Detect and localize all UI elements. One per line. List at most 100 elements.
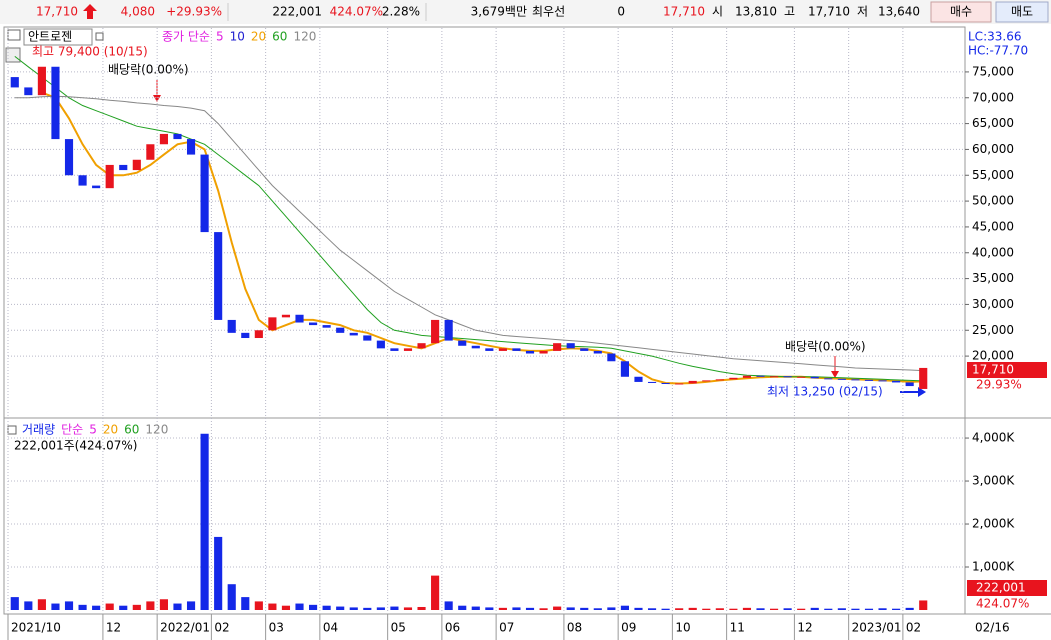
- volume-bar: [132, 604, 141, 610]
- candle: [105, 164, 114, 189]
- volume-bar: [742, 607, 752, 610]
- volume-bar: [309, 604, 318, 610]
- legend-item: 20: [103, 423, 118, 437]
- volume-bar: [227, 584, 236, 610]
- candle: [444, 319, 453, 341]
- candle: [824, 378, 833, 380]
- sell-label[interactable]: 매도: [1011, 5, 1033, 19]
- volume-bar: [173, 603, 182, 610]
- legend-icon: [95, 32, 104, 41]
- x-tick-label: 02: [906, 621, 921, 635]
- legend-item: 20: [251, 30, 266, 44]
- open: 13,810: [735, 5, 777, 19]
- hc-label: HC:-77.70: [968, 44, 1028, 58]
- candle: [214, 232, 223, 320]
- candle: [675, 383, 684, 385]
- volume-ratio-label: 424.07%: [976, 597, 1029, 611]
- volume-bar: [919, 600, 928, 610]
- y-tick-label: 30,000: [972, 297, 1014, 311]
- buy-label[interactable]: 매수: [950, 5, 972, 19]
- volume-bar: [336, 606, 345, 610]
- candle: [200, 154, 209, 233]
- volume-bar: [363, 607, 372, 610]
- volume-bar: [200, 433, 209, 610]
- volume-bar: [593, 608, 602, 610]
- candle: [715, 379, 724, 381]
- volume-bar: [444, 601, 453, 610]
- candle: [37, 66, 46, 96]
- turnover: 2.28%: [382, 5, 420, 19]
- candle: [647, 381, 657, 383]
- volume-bar: [159, 599, 168, 610]
- candle: [349, 332, 358, 336]
- volume-bar: [64, 601, 74, 610]
- volume-bar: [322, 605, 331, 610]
- volume-ratio: 424.07%: [330, 5, 383, 19]
- candle: [729, 377, 738, 380]
- price: 17,710: [36, 5, 78, 19]
- legend-label: 종가 단순: [162, 30, 210, 44]
- volume-bar: [119, 605, 128, 610]
- legend-item: 60: [272, 30, 287, 44]
- candle: [878, 380, 887, 382]
- change-rate: +29.93%: [166, 5, 222, 19]
- volume-bar: [702, 608, 711, 610]
- candle: [64, 139, 74, 176]
- volume-bar: [783, 608, 792, 610]
- candle: [797, 376, 806, 378]
- high-annotation: 최고 79,400 (10/15): [32, 45, 148, 59]
- volume-bar: [431, 575, 440, 610]
- moving-average: [14, 95, 924, 372]
- candle: [119, 164, 128, 171]
- candle: [593, 350, 602, 354]
- legend-item: 60: [124, 423, 139, 437]
- x-tick-label: 06: [445, 621, 460, 635]
- volume-bar: [770, 608, 779, 610]
- candle: [159, 133, 168, 145]
- legend-label: 단순: [61, 423, 83, 437]
- amount: 3,679백만: [471, 5, 527, 19]
- volume-bar: [837, 608, 846, 610]
- volume-bar: [851, 608, 860, 610]
- candle: [892, 380, 901, 383]
- y-tick-label: 75,000: [972, 64, 1014, 78]
- y-tick-label: 2,000K: [972, 517, 1015, 531]
- volume-bar: [634, 607, 643, 610]
- y-tick-label: 35,000: [972, 271, 1014, 285]
- candle: [525, 350, 535, 354]
- candle: [322, 325, 331, 328]
- candle: [580, 348, 589, 351]
- candle: [919, 367, 928, 389]
- change: 4,080: [121, 5, 155, 19]
- calendar-icon[interactable]: [5, 47, 21, 63]
- volume-bar: [186, 601, 196, 610]
- volume-bar: [525, 607, 535, 610]
- volume-bar: [566, 607, 575, 610]
- y-tick-label: 25,000: [972, 323, 1014, 337]
- candle: [431, 319, 440, 344]
- candle: [295, 314, 304, 323]
- volume-bar: [10, 597, 19, 610]
- moving-average: [14, 56, 924, 382]
- y-tick-label: 65,000: [972, 116, 1014, 130]
- candle: [498, 348, 507, 351]
- x-tick-label: 08: [567, 621, 582, 635]
- x-end-label: 02/16: [975, 621, 1010, 635]
- volume-bar: [295, 603, 304, 610]
- candle: [376, 340, 385, 349]
- sell-button[interactable]: [995, 1, 1049, 23]
- candle: [309, 322, 318, 326]
- y-tick-label: 70,000: [972, 90, 1014, 104]
- candle: [661, 382, 670, 384]
- x-tick-label: 02: [214, 621, 229, 635]
- volume-bar: [485, 607, 494, 610]
- volume-bar: [756, 608, 765, 610]
- volume-note: 222,001주(424.07%): [14, 439, 137, 453]
- candle: [254, 330, 263, 339]
- dividend-arrow-head: [831, 371, 839, 378]
- buy-button[interactable]: [930, 1, 992, 23]
- volume-bar: [376, 607, 385, 610]
- volume-bar: [281, 605, 291, 610]
- volume-bar: [620, 605, 629, 610]
